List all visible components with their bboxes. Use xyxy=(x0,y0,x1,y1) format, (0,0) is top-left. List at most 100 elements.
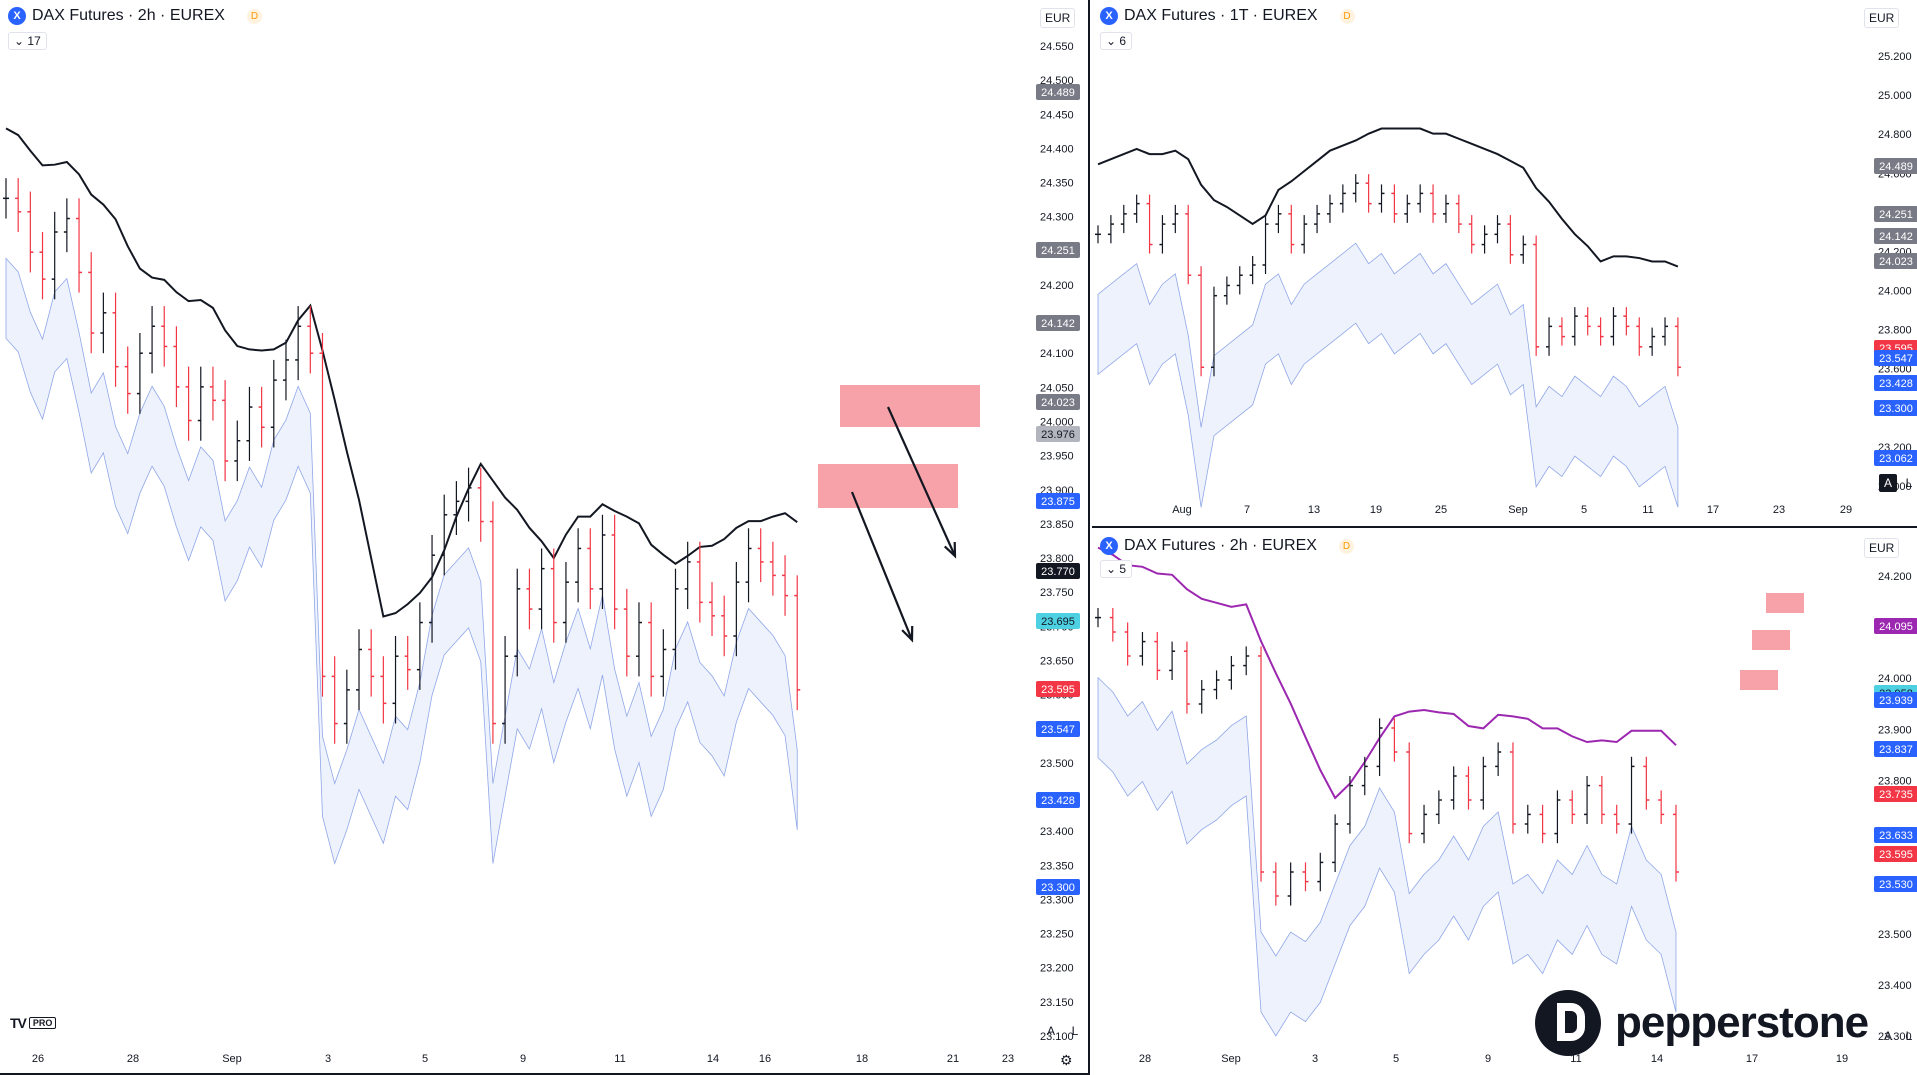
x-tick-label: 18 xyxy=(856,1053,868,1065)
price-label-text: 23.939 xyxy=(1879,695,1913,707)
x-tick-label: 29 xyxy=(1840,504,1852,516)
price-label-text: 24.489 xyxy=(1041,87,1075,99)
price-label-box xyxy=(1036,394,1080,410)
indicator-count: 5 xyxy=(1119,562,1127,576)
x-tick-label: 23 xyxy=(1773,504,1785,516)
keltner-band xyxy=(1097,242,1679,508)
price-label-text: 23.428 xyxy=(1041,795,1075,807)
x-tick-label: 26 xyxy=(32,1053,44,1065)
x-tick-label: 5 xyxy=(1393,1053,1399,1065)
price-label-box xyxy=(1874,827,1917,843)
x-tick-label: 3 xyxy=(1312,1053,1318,1065)
chart-panel-2h[interactable]: 24.20024.10024.00023.90023.80023.70023.6… xyxy=(1092,530,1917,1075)
chart-panel-main[interactable]: 24.550 24.500 24.450 24.400 24.350 24.300 24.2… xyxy=(0,0,1090,1075)
price-label-box xyxy=(1874,206,1917,222)
x-tick-label: 23 xyxy=(1002,1053,1014,1065)
price-label-text: 23.547 xyxy=(1041,724,1075,736)
price-label-text: 24.023 xyxy=(1041,397,1075,409)
pepperstone-logo: pepperstone xyxy=(1535,990,1869,1056)
price-label-box xyxy=(1874,228,1917,244)
price-label-text: 24.023 xyxy=(1879,256,1913,268)
y-tick-label: 24.450 xyxy=(1040,109,1074,121)
price-label-box xyxy=(1874,741,1917,757)
chart-header: X DAX Futures · 2h · EUREX D xyxy=(8,7,262,25)
y-tick-label: 23.350 xyxy=(1040,860,1074,872)
pepperstone-mark-icon xyxy=(1535,990,1601,1056)
indicator-toggle[interactable]: ⌄ 17 xyxy=(8,32,47,50)
chart-canvas-2h[interactable]: 24.20024.10024.00023.90023.80023.70023.6… xyxy=(1092,530,1917,1075)
chart-canvas-main[interactable]: 24.55024.50024.45024.40024.35024.30024.2… xyxy=(0,0,1090,1075)
currency-button[interactable]: EUR xyxy=(1864,8,1900,28)
x-tick-label: 25 xyxy=(1435,504,1447,516)
price-label-box xyxy=(1874,692,1917,708)
x-tick-label: 13 xyxy=(1308,504,1320,516)
price-label-text: 23.695 xyxy=(1041,616,1075,628)
price-label-text: 23.300 xyxy=(1041,882,1075,894)
chart-panel-daily[interactable]: 25.20025.00024.80024.60024.40024.20024.0… xyxy=(1092,0,1917,528)
price-label-text: 23.062 xyxy=(1879,453,1913,465)
moving-average-line xyxy=(1097,546,1677,800)
price-label-box xyxy=(1036,721,1080,737)
price-label-box xyxy=(1874,400,1917,416)
chart-title[interactable]: DAX Futures · 2h · EUREX xyxy=(32,7,225,24)
y-tick-label: 24.000 xyxy=(1040,417,1074,429)
price-label-box xyxy=(1874,253,1917,269)
indicator-toggle[interactable]: ⌄ 6 xyxy=(1100,32,1133,50)
price-label-text: 23.530 xyxy=(1879,879,1913,891)
y-tick-label: 23.300 xyxy=(1040,894,1074,906)
y-tick-label: 24.400 xyxy=(1040,143,1074,155)
supply-zone xyxy=(818,464,958,508)
price-label-box xyxy=(1874,450,1917,466)
log-scale-button[interactable]: L xyxy=(1905,1029,1913,1043)
currency-button[interactable]: EUR xyxy=(1864,538,1900,558)
y-tick-label: 24.200 xyxy=(1878,571,1912,583)
moving-average-line xyxy=(1097,127,1679,268)
price-label-text: 23.595 xyxy=(1041,684,1075,696)
x-tick-label: 19 xyxy=(1836,1053,1848,1065)
price-label-box xyxy=(1874,375,1917,391)
auto-scale-button[interactable]: A xyxy=(1046,1024,1055,1038)
x-tick-label: 21 xyxy=(947,1053,959,1065)
price-label-box xyxy=(1036,681,1080,697)
auto-scale-button[interactable]: A xyxy=(1883,1029,1892,1043)
supply-zone xyxy=(1752,630,1790,650)
price-label-text: 23.300 xyxy=(1879,403,1913,415)
chevron-down-icon: ⌄ xyxy=(14,34,25,48)
price-label-text: 23.976 xyxy=(1041,429,1075,441)
y-tick-label: 25.000 xyxy=(1878,90,1912,102)
y-tick-label: 23.900 xyxy=(1878,724,1912,736)
y-tick-label: 23.500 xyxy=(1040,758,1074,770)
x-tick-label: 5 xyxy=(1581,504,1587,516)
gear-icon[interactable]: ⚙ xyxy=(1060,1052,1073,1068)
x-tick-label: 11 xyxy=(1642,504,1653,516)
indicator-toggle[interactable]: ⌄ 5 xyxy=(1100,560,1133,578)
chart-canvas-daily[interactable]: 25.20025.00024.80024.60024.40024.20024.0… xyxy=(1092,0,1917,528)
auto-scale-button[interactable]: A xyxy=(1879,474,1897,492)
y-tick-label: 25.200 xyxy=(1878,51,1912,63)
chart-title[interactable]: DAX Futures · 2h · EUREX xyxy=(1124,537,1317,554)
y-tick-label: 23.500 xyxy=(1878,929,1912,941)
price-label-text: 23.633 xyxy=(1879,830,1913,842)
y-tick-label: 23.800 xyxy=(1040,553,1074,565)
price-label-box xyxy=(1036,84,1080,100)
price-label-box xyxy=(1874,158,1917,174)
y-tick-label: 23.600 xyxy=(1878,364,1912,376)
y-tick-label: 23.300 xyxy=(1878,1031,1912,1043)
moving-average-line xyxy=(5,127,798,618)
x-tick-label: 11 xyxy=(614,1053,625,1065)
currency-button[interactable]: EUR xyxy=(1040,8,1076,28)
data-badge: D xyxy=(1338,538,1354,554)
log-scale-button[interactable]: L xyxy=(1905,476,1913,490)
y-tick-label: 23.750 xyxy=(1040,587,1074,599)
price-label-box xyxy=(1874,876,1917,892)
log-scale-button[interactable]: L xyxy=(1071,1024,1079,1038)
trend-arrow-line xyxy=(850,491,914,641)
price-label-box xyxy=(1036,613,1080,629)
y-tick-label: 23.250 xyxy=(1040,929,1074,941)
x-tick-label: Sep xyxy=(1508,504,1528,516)
y-tick-label: 24.200 xyxy=(1878,246,1912,258)
chart-title[interactable]: DAX Futures · 1T · EUREX xyxy=(1124,7,1318,24)
x-tick-label: 17 xyxy=(1746,1053,1758,1065)
x-tick-label: 11 xyxy=(1570,1053,1581,1065)
x-tick-label: Sep xyxy=(1221,1053,1241,1065)
